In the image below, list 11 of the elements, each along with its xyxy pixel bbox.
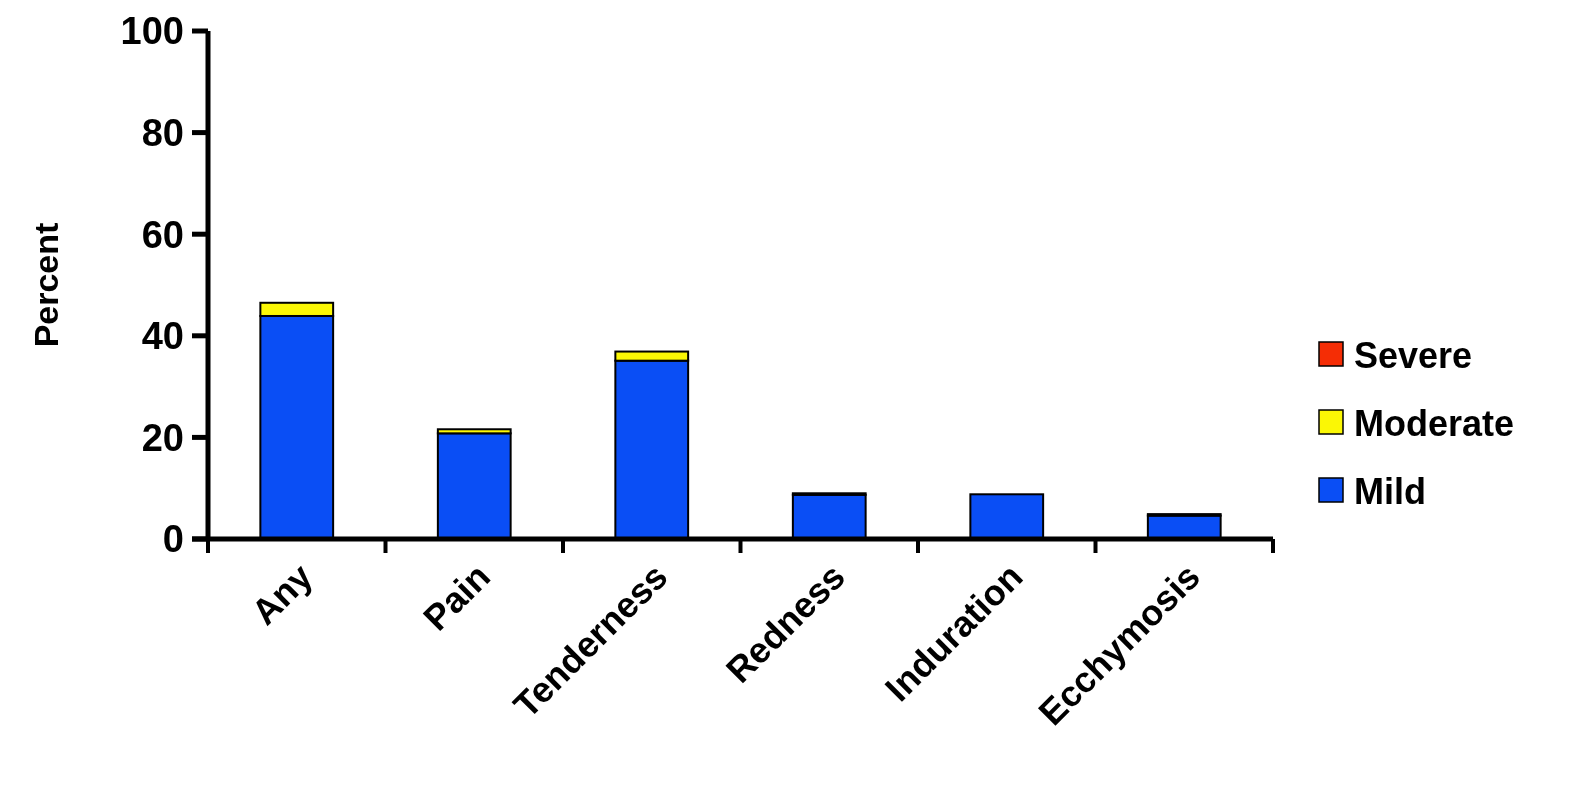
y-tick-label: 100 xyxy=(120,10,184,53)
legend-label: Severe xyxy=(1354,334,1473,376)
legend-label: Moderate xyxy=(1354,402,1515,444)
y-tick-label: 40 xyxy=(141,315,184,358)
y-axis-title: Percent xyxy=(27,222,65,348)
y-tick-label: 60 xyxy=(141,213,184,256)
y-tick-label: 20 xyxy=(141,416,184,459)
y-tick-label: 80 xyxy=(141,111,184,154)
x-tick-label: Any xyxy=(243,555,321,633)
legend-label: Mild xyxy=(1354,470,1426,512)
y-tick-label: 0 xyxy=(162,518,184,561)
